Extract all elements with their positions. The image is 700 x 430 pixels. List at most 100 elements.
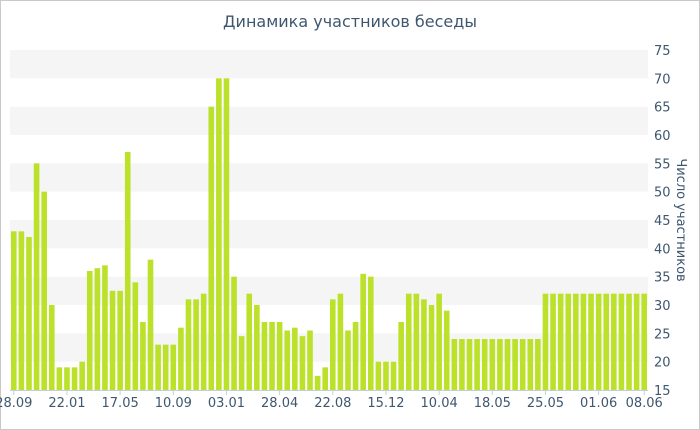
bar[interactable]: [436, 293, 442, 390]
bar[interactable]: [64, 367, 70, 390]
bar[interactable]: [618, 293, 625, 390]
bar[interactable]: [459, 339, 465, 390]
bar[interactable]: [147, 259, 154, 390]
bar[interactable]: [367, 276, 374, 390]
bar[interactable]: [565, 293, 572, 390]
bar[interactable]: [94, 268, 101, 390]
bar[interactable]: [208, 106, 215, 391]
bar[interactable]: [466, 339, 473, 390]
bar[interactable]: [11, 231, 17, 390]
y-tick-labels: 15 20 25 30 35 40 45 50 55 60 65 70 75: [654, 44, 671, 399]
bar[interactable]: [238, 336, 245, 390]
bar[interactable]: [580, 293, 587, 390]
bar[interactable]: [519, 339, 526, 390]
bar[interactable]: [307, 330, 313, 391]
bar[interactable]: [284, 330, 291, 391]
x-tick-label: 22.01: [48, 396, 85, 411]
bar[interactable]: [71, 367, 78, 390]
bar[interactable]: [375, 361, 382, 390]
bar[interactable]: [413, 293, 420, 390]
bar[interactable]: [102, 265, 108, 390]
bar[interactable]: [269, 322, 275, 390]
bar[interactable]: [535, 339, 541, 390]
x-tick-label: 08.06: [626, 396, 663, 411]
bar[interactable]: [193, 299, 199, 390]
x-tick-label: 28.09: [0, 396, 32, 411]
x-tick-labels: 28.09 22.01 17.05 10.09 03.01 28.04 22.08 15.12…: [0, 390, 663, 411]
bar[interactable]: [140, 322, 146, 390]
bar[interactable]: [314, 375, 321, 390]
bar[interactable]: [276, 322, 283, 390]
bar[interactable]: [337, 293, 344, 390]
y-tick-label: 15: [654, 384, 671, 399]
bar[interactable]: [550, 293, 556, 390]
bar[interactable]: [79, 361, 85, 390]
bar[interactable]: [26, 237, 32, 390]
y-tick-label: 35: [654, 271, 671, 286]
bar[interactable]: [345, 330, 351, 391]
bar[interactable]: [390, 361, 397, 390]
bar[interactable]: [383, 361, 389, 390]
bar[interactable]: [603, 293, 610, 390]
y-tick-label: 45: [654, 214, 671, 229]
bar[interactable]: [489, 339, 496, 390]
bar[interactable]: [481, 339, 488, 390]
bar[interactable]: [428, 305, 435, 390]
bar[interactable]: [633, 293, 640, 390]
bar[interactable]: [299, 336, 306, 390]
bar[interactable]: [33, 163, 40, 390]
y-tick-label: 50: [654, 186, 671, 201]
bar[interactable]: [56, 367, 63, 390]
bar[interactable]: [626, 293, 632, 390]
bar[interactable]: [451, 339, 458, 390]
bar[interactable]: [109, 290, 116, 390]
x-tick-label: 18.05: [474, 396, 511, 411]
bar[interactable]: [398, 322, 404, 390]
bar[interactable]: [557, 293, 564, 390]
bar[interactable]: [588, 293, 594, 390]
bar[interactable]: [117, 290, 123, 390]
bar[interactable]: [573, 293, 579, 390]
bar[interactable]: [254, 305, 260, 390]
bar[interactable]: [216, 78, 222, 390]
bar[interactable]: [542, 293, 549, 390]
bar[interactable]: [497, 339, 503, 390]
bar[interactable]: [162, 344, 169, 390]
y-axis-label: Число участников: [673, 158, 688, 281]
bar[interactable]: [246, 293, 253, 390]
bar[interactable]: [185, 299, 192, 390]
bar[interactable]: [474, 339, 480, 390]
bar[interactable]: [155, 344, 161, 390]
grid-bands: [10, 50, 648, 362]
bar[interactable]: [200, 293, 207, 390]
bar[interactable]: [360, 273, 366, 390]
y-tick-label: 60: [654, 129, 671, 144]
bar[interactable]: [292, 327, 298, 390]
bar[interactable]: [132, 282, 139, 390]
bar[interactable]: [124, 152, 131, 390]
bar[interactable]: [41, 191, 47, 390]
bar[interactable]: [641, 293, 647, 390]
bar[interactable]: [595, 293, 602, 390]
bar[interactable]: [504, 339, 511, 390]
bar[interactable]: [421, 299, 427, 390]
bar[interactable]: [170, 344, 177, 390]
bar[interactable]: [231, 276, 237, 390]
bar[interactable]: [330, 299, 336, 390]
bar[interactable]: [352, 322, 359, 390]
y-tick-label: 55: [654, 157, 671, 172]
bar[interactable]: [48, 305, 55, 390]
bar[interactable]: [443, 310, 450, 390]
bar[interactable]: [512, 339, 518, 390]
bar[interactable]: [18, 231, 25, 390]
bar[interactable]: [611, 293, 617, 390]
bar[interactable]: [405, 293, 412, 390]
chart-title: Динамика участников беседы: [223, 12, 477, 31]
bar[interactable]: [178, 327, 184, 390]
bar[interactable]: [86, 271, 93, 390]
bar[interactable]: [322, 367, 328, 390]
bar[interactable]: [527, 339, 534, 390]
bar[interactable]: [261, 322, 268, 390]
bar[interactable]: [223, 78, 230, 390]
